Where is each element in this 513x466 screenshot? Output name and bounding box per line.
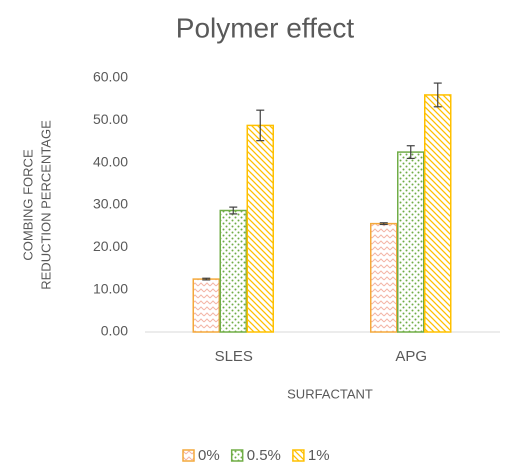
y-tick-label: 60.00 [93,69,128,85]
y-axis-label-line: REDUCTION PERCENTAGE [38,120,53,290]
x-tick-label: SLES [215,348,253,365]
y-tick-label: 20.00 [93,238,128,254]
x-tick-label: APG [395,348,427,365]
x-axis-label: SURFACTANT [287,386,373,401]
bar [192,278,220,333]
error-bar [229,206,238,215]
y-tick-label: 0.00 [101,323,128,339]
legend-swatch [230,449,244,462]
bar [397,151,425,333]
legend-label: 1% [308,447,330,464]
chart-title: Polymer effect [176,12,355,43]
error-bar [379,222,388,226]
legend-label: 0% [198,447,220,464]
bar [424,94,452,333]
y-tick-label: 40.00 [93,153,128,169]
error-bar [406,145,415,160]
y-axis-label-line: COMBING FORCE [20,149,35,261]
y-tick-label: 10.00 [93,280,128,296]
y-tick-label: 30.00 [93,196,128,212]
legend-label: 0.5% [247,447,281,464]
error-bar [433,82,442,108]
bar [246,124,274,333]
legend-swatch [292,449,305,462]
legend-swatch [182,449,195,462]
y-tick-label: 50.00 [93,111,128,127]
error-bar [256,109,265,142]
error-bar [202,277,211,281]
bar [370,222,398,333]
bar [219,209,247,333]
y-axis-label: COMBING FORCE REDUCTION PERCENTAGE [20,120,53,290]
